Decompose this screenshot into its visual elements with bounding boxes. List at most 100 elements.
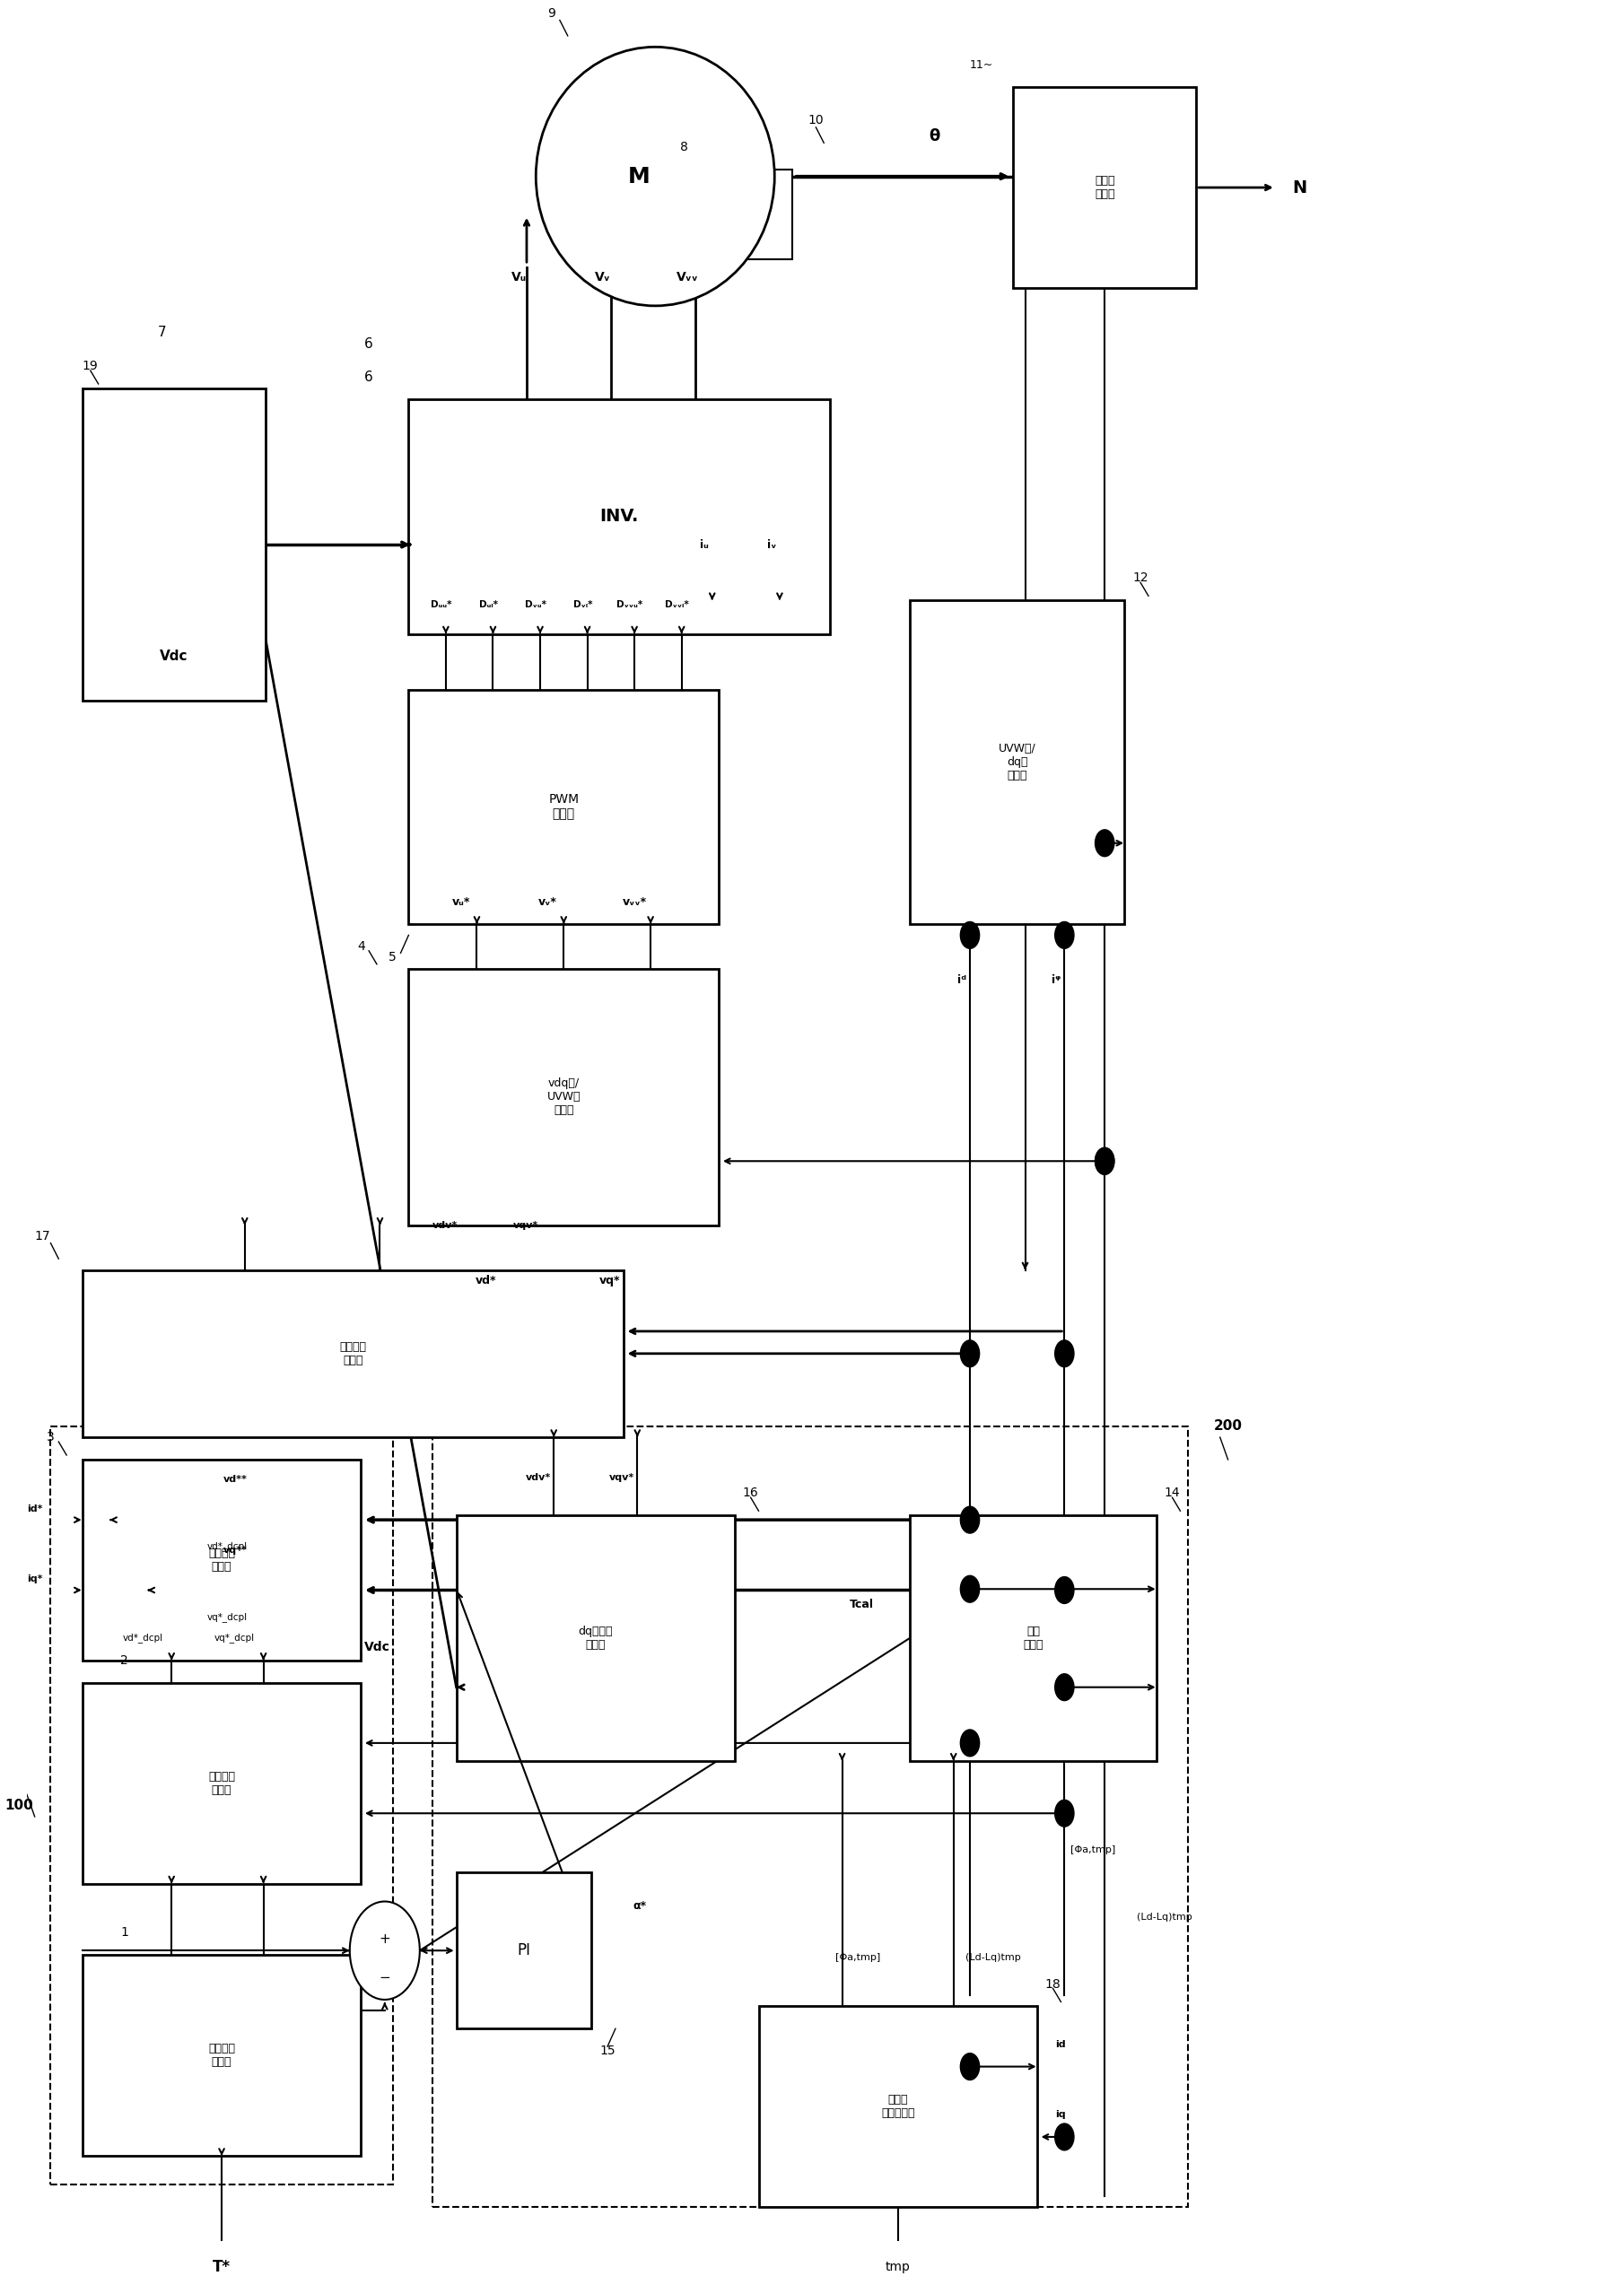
Text: iᵠ: iᵠ [1052, 974, 1060, 986]
Text: Dᵥᵥₗ*: Dᵥᵥₗ* [664, 601, 689, 610]
Bar [758, 2007, 1038, 2208]
Text: iq*: iq* [28, 1575, 42, 1584]
Text: 旋转数
运算器: 旋转数 运算器 [1095, 175, 1114, 200]
Circle shape [960, 1341, 979, 1368]
Text: Vᵥ: Vᵥ [594, 271, 611, 282]
Bar [83, 389, 265, 701]
Text: 3: 3 [47, 1432, 55, 1443]
Text: (Ld-Lq)tmp: (Ld-Lq)tmp [1137, 1912, 1192, 1921]
Circle shape [1056, 2124, 1073, 2151]
Text: vqv*: vqv* [513, 1220, 539, 1229]
Circle shape [1095, 1147, 1114, 1174]
Text: 15: 15 [599, 2044, 615, 2058]
Text: 6: 6 [364, 337, 374, 351]
Text: 100: 100 [5, 1798, 32, 1812]
Circle shape [1095, 1147, 1114, 1174]
Text: id*: id* [28, 1504, 42, 1514]
Text: iᵤ: iᵤ [700, 539, 708, 551]
Text: vq**: vq** [224, 1545, 247, 1555]
Text: vq*_dcpl: vq*_dcpl [206, 1611, 247, 1623]
Text: 8: 8 [680, 141, 689, 155]
Bar [409, 401, 830, 635]
Text: INV.: INV. [599, 508, 638, 526]
Ellipse shape [536, 48, 775, 305]
Text: 控制模式
切换器: 控制模式 切换器 [339, 1341, 367, 1366]
Text: Dᵥₗ*: Dᵥₗ* [573, 601, 593, 610]
Text: T*: T* [213, 2260, 231, 2276]
Circle shape [349, 1900, 419, 2001]
Text: 干扰电压
生成部: 干扰电压 生成部 [208, 1771, 235, 1796]
Text: Vdc: Vdc [159, 649, 188, 662]
Circle shape [960, 922, 979, 949]
Text: dq轴电压
生成部: dq轴电压 生成部 [578, 1625, 612, 1650]
Circle shape [1056, 1800, 1073, 1828]
Text: PI: PI [516, 1941, 531, 1960]
Text: α*: α* [632, 1900, 646, 1912]
Bar [1013, 86, 1197, 289]
Text: 18: 18 [1044, 1978, 1060, 1989]
Text: M: M [628, 166, 650, 187]
Bar [83, 1955, 361, 2155]
Circle shape [1056, 922, 1073, 949]
Text: [Φa,tmp]: [Φa,tmp] [1070, 1846, 1116, 1855]
Text: 转矩
运算器: 转矩 运算器 [1023, 1625, 1043, 1650]
Text: 4: 4 [357, 940, 365, 954]
Text: 7: 7 [158, 325, 166, 339]
Circle shape [1056, 1673, 1073, 1700]
Circle shape [1056, 1577, 1073, 1605]
Text: 9: 9 [547, 7, 555, 20]
Text: vd*_dcpl: vd*_dcpl [206, 1541, 247, 1552]
Bar [909, 1516, 1156, 1762]
Text: +: + [378, 1932, 390, 1946]
Text: iᵥ: iᵥ [767, 539, 776, 551]
Circle shape [960, 1730, 979, 1757]
Circle shape [960, 2053, 979, 2080]
Text: 2: 2 [120, 1655, 128, 1666]
Text: 电流矢量
控制器: 电流矢量 控制器 [208, 1548, 235, 1573]
Bar [83, 1682, 361, 1885]
Bar [456, 1873, 591, 2028]
Text: Dᵥᵥᵤ*: Dᵥᵥᵤ* [617, 601, 643, 610]
Text: Tcal: Tcal [849, 1598, 874, 1611]
Bar [432, 1427, 1189, 2208]
Bar [409, 970, 719, 1224]
Text: vd*: vd* [476, 1275, 497, 1286]
Text: vqv*: vqv* [609, 1473, 633, 1482]
Text: PWM
变换器: PWM 变换器 [549, 794, 580, 819]
Text: 5: 5 [388, 951, 396, 963]
Text: UVW相/
dq轴
变换器: UVW相/ dq轴 变换器 [999, 742, 1036, 781]
Text: (Ld-Lq)tmp: (Ld-Lq)tmp [966, 1953, 1021, 1962]
Bar [50, 1427, 393, 2185]
Text: iᵈ: iᵈ [958, 974, 966, 986]
Text: vdq轴/
UVW相
变换器: vdq轴/ UVW相 变换器 [547, 1077, 580, 1115]
Circle shape [1095, 831, 1114, 856]
Text: 11~: 11~ [970, 59, 994, 71]
Text: Vdc: Vdc [364, 1641, 390, 1652]
Text: N: N [1293, 180, 1307, 196]
Text: tmp: tmp [885, 2260, 911, 2274]
Text: vq*: vq* [599, 1275, 620, 1286]
Bar [909, 601, 1124, 924]
Text: vᵥ*: vᵥ* [539, 897, 557, 908]
Text: Vᵥᵥ: Vᵥᵥ [676, 271, 698, 282]
Text: 1: 1 [120, 1925, 128, 1939]
Circle shape [960, 1507, 979, 1534]
Text: iq: iq [1056, 2110, 1065, 2119]
Bar [83, 1459, 361, 1661]
Text: 6: 6 [364, 371, 374, 385]
Text: 17: 17 [34, 1229, 50, 1243]
Text: vq*_dcpl: vq*_dcpl [214, 1634, 255, 1643]
Text: vdv*: vdv* [432, 1220, 458, 1229]
Text: 200: 200 [1213, 1420, 1242, 1434]
Text: Dᵤᵤ*: Dᵤᵤ* [430, 601, 451, 610]
Circle shape [960, 1575, 979, 1602]
Text: vd*_dcpl: vd*_dcpl [123, 1634, 162, 1643]
Text: −: − [378, 1971, 390, 1985]
Text: vᵥᵥ*: vᵥᵥ* [622, 897, 646, 908]
Text: 电动机
常数生成部: 电动机 常数生成部 [880, 2094, 914, 2119]
Text: θ: θ [929, 127, 940, 143]
Text: vdv*: vdv* [525, 1473, 551, 1482]
Text: 10: 10 [809, 114, 823, 127]
Text: vᵤ*: vᵤ* [451, 897, 469, 908]
Bar [747, 171, 793, 259]
